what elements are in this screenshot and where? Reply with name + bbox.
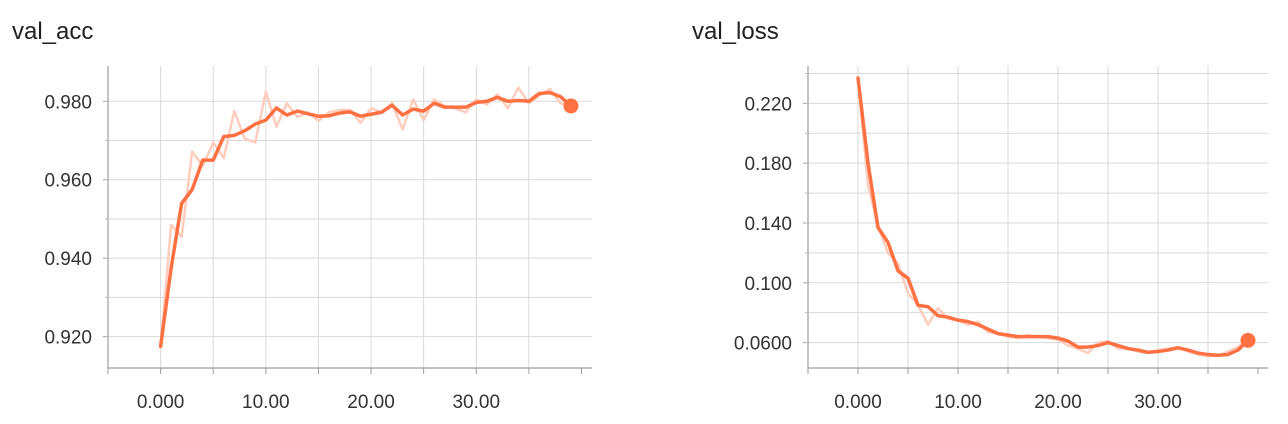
y-tick-label: 0.920	[44, 328, 92, 349]
y-tick-label: 0.960	[44, 171, 92, 192]
x-tick-label: 0.000	[137, 392, 185, 413]
x-tick-label: 30.00	[1134, 392, 1182, 413]
raw-series-line	[856, 77, 1249, 358]
y-tick-label: 0.980	[44, 92, 92, 113]
y-tick-label: 0.100	[744, 274, 792, 295]
raw-series-line	[159, 86, 572, 347]
smoothed-series-line	[158, 90, 573, 349]
val-loss-plot: 0.0600 0.100 0.140 0.180 0.220 0.000 10.00 20.0…	[734, 66, 1268, 413]
y-tick-label: 0.940	[44, 249, 92, 270]
x-tick-label: 30.00	[452, 392, 500, 413]
val-loss-chart: val_loss 0.0600 0.100 0.140 0.180 0.220 0.000…	[660, 0, 1280, 424]
val-acc-chart: val_acc 0.920 0.940 0.960 0.980 0.000 10.00 20…	[0, 0, 620, 424]
x-tick-label: 10.00	[242, 392, 290, 413]
x-tick-label: 20.00	[347, 392, 395, 413]
y-tick-label: 0.220	[744, 94, 792, 115]
y-tick-label: 0.180	[744, 154, 792, 175]
x-tick-label: 10.00	[934, 392, 982, 413]
val-acc-plot: 0.920 0.940 0.960 0.980 0.000 10.00 20.00 30.00	[44, 66, 592, 413]
y-tick-label: 0.0600	[734, 334, 792, 355]
x-tick-label: 0.000	[834, 392, 882, 413]
chart-title: val_loss	[692, 18, 779, 45]
y-tick-label: 0.140	[744, 214, 792, 235]
last-point-marker[interactable]	[1240, 332, 1256, 348]
chart-title: val_acc	[12, 18, 94, 45]
x-tick-label: 20.00	[1034, 392, 1082, 413]
last-point-marker[interactable]	[563, 98, 579, 114]
smoothed-series-line	[856, 76, 1250, 358]
